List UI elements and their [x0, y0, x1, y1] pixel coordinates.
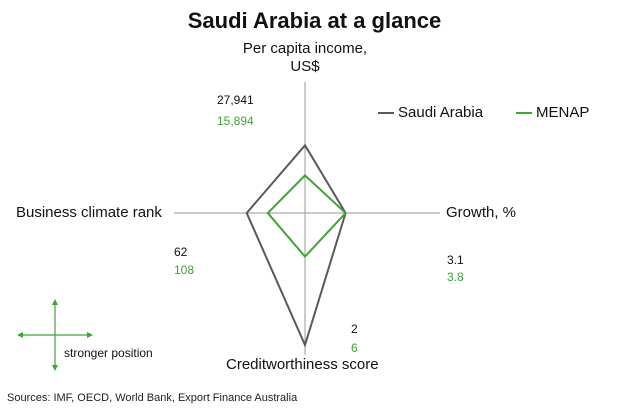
value-saudi-credit: 2 — [351, 322, 358, 336]
stronger-position-label: stronger position — [64, 346, 153, 360]
series-layer — [245, 143, 348, 348]
axis-label-income: Per capita income, US$ — [242, 40, 368, 75]
axis-label-business: Business climate rank — [16, 204, 162, 221]
stronger-position-key-icon — [17, 299, 93, 371]
axis-label-growth: Growth, % — [446, 204, 517, 221]
value-saudi-growth: 3.1 — [447, 253, 464, 267]
chart-title: Saudi Arabia at a glance — [187, 8, 442, 33]
value-menap-business: 108 — [174, 263, 195, 277]
source-note: Sources: IMF, OECD, World Bank, Export F… — [7, 392, 298, 404]
value-menap-income: 15,894 — [217, 114, 254, 128]
value-menap-growth: 3.8 — [447, 270, 464, 284]
value-saudi-business: 62 — [174, 245, 188, 259]
value-menap-credit: 6 — [351, 341, 358, 355]
series-shape-menap — [266, 174, 348, 259]
legend-label-menap: MENAP — [536, 104, 590, 121]
axis-label-credit: Creditworthiness score — [226, 356, 379, 373]
series-shape-saudi — [245, 143, 347, 348]
legend-label-saudi: Saudi Arabia — [398, 104, 484, 121]
value-saudi-income: 27,941 — [217, 93, 254, 107]
